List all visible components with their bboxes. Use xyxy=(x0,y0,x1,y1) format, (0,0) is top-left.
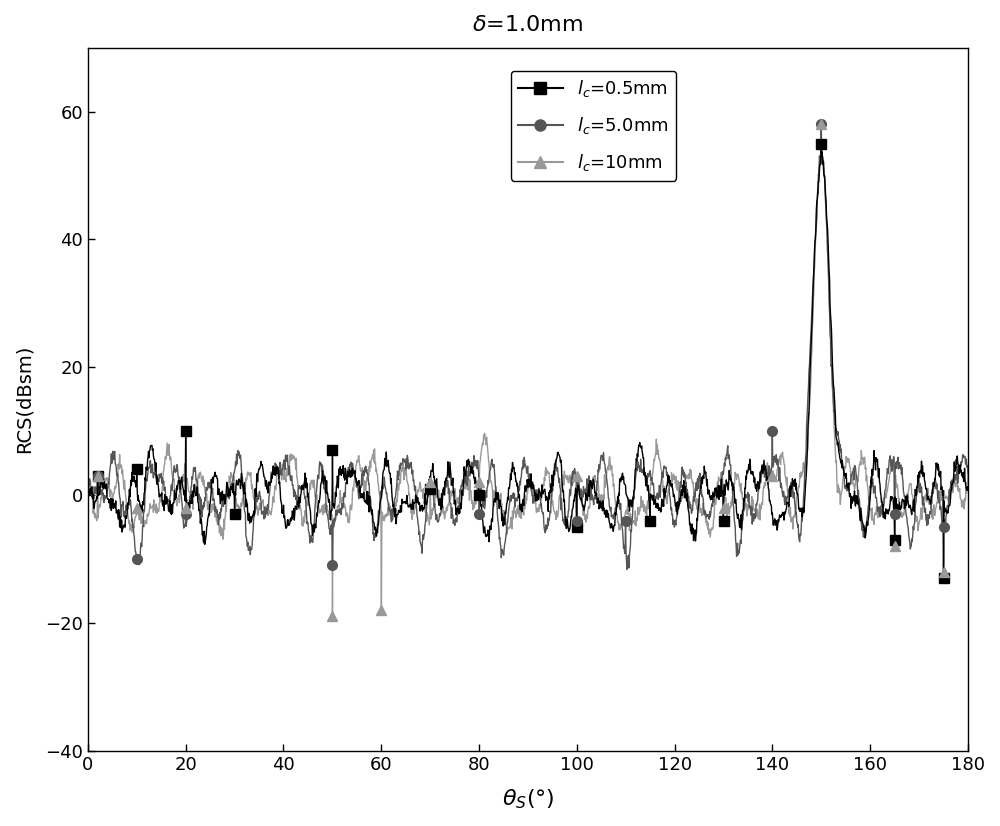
Legend: $l_c$=0.5mm, $l_c$=5.0mm, $l_c$=10mm: $l_c$=0.5mm, $l_c$=5.0mm, $l_c$=10mm xyxy=(511,71,676,181)
Title: $\delta$=1.0mm: $\delta$=1.0mm xyxy=(472,15,583,35)
X-axis label: $\theta_S$(°): $\theta_S$(°) xyxy=(502,787,554,811)
Y-axis label: RCS(dBsm): RCS(dBsm) xyxy=(15,345,34,453)
